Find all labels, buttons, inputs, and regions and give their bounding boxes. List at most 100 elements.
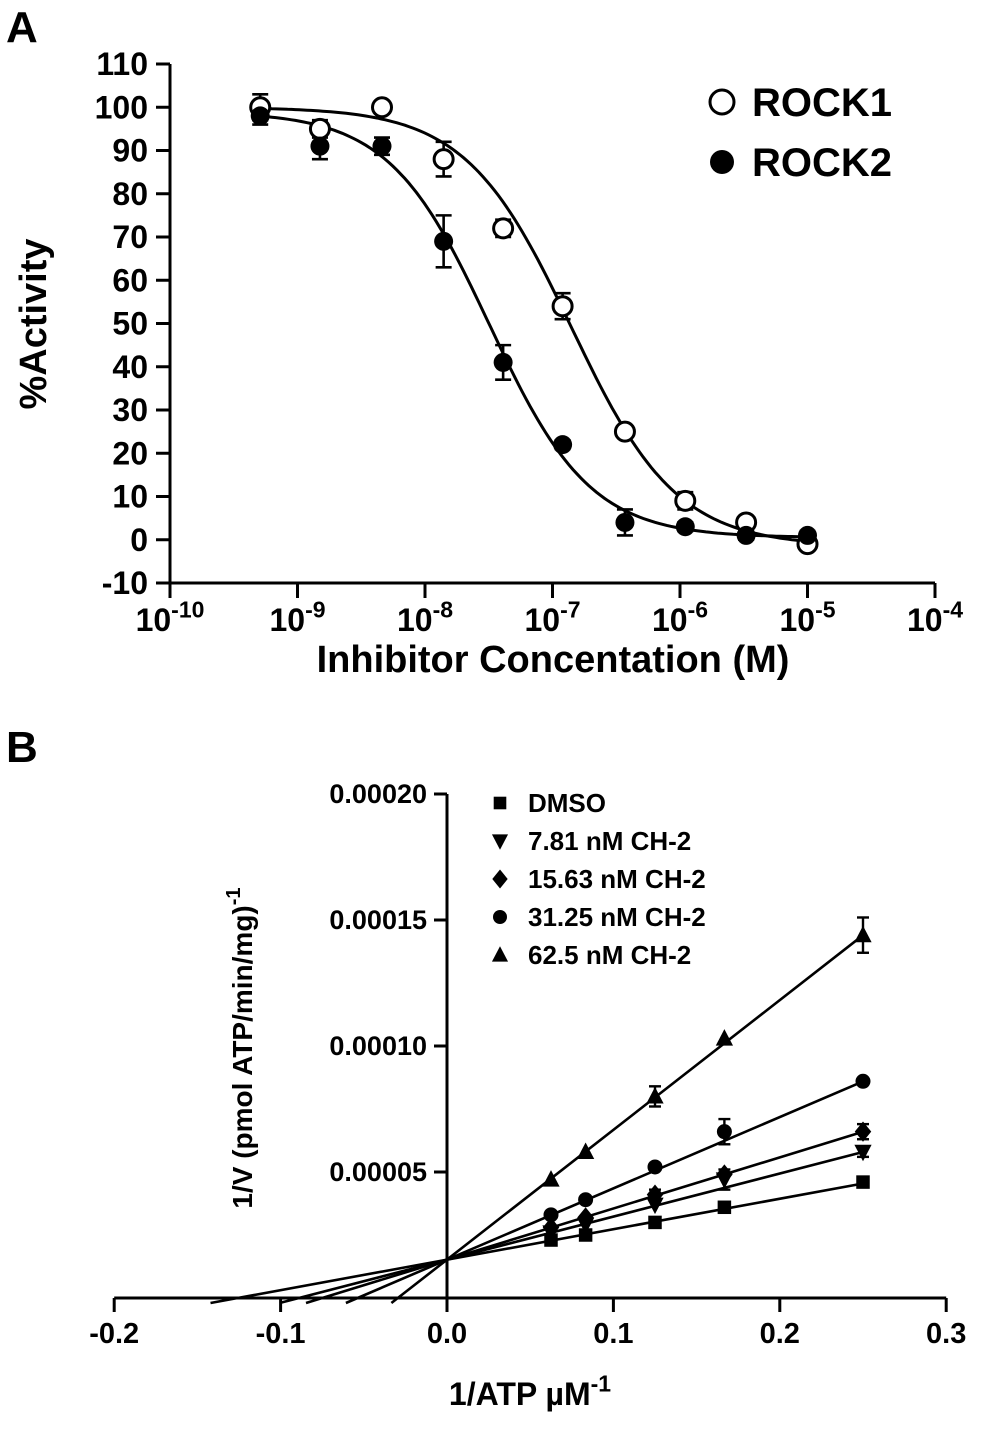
svg-text:-10: -10 <box>102 565 148 601</box>
svg-text:90: 90 <box>112 133 148 169</box>
svg-text:%Activity: %Activity <box>13 238 55 409</box>
open-circle-marker <box>708 88 736 116</box>
svg-text:15.63 nM CH-2: 15.63 nM CH-2 <box>528 864 706 894</box>
triangle-up-marker <box>542 1170 560 1187</box>
panel-a-label: A <box>6 3 38 52</box>
svg-text:100: 100 <box>95 89 148 125</box>
svg-text:40: 40 <box>112 349 148 385</box>
filled-circle-marker <box>434 231 454 251</box>
filled-circle-marker <box>578 1192 594 1208</box>
filled-circle-marker <box>855 1073 871 1089</box>
filled-circle-marker <box>615 512 635 532</box>
triangle-up-marker <box>854 925 872 943</box>
svg-text:62.5 nM CH-2: 62.5 nM CH-2 <box>528 940 691 970</box>
filled-circle-marker <box>675 517 695 537</box>
filled-circle-marker <box>310 136 330 156</box>
svg-text:31.25 nM CH-2: 31.25 nM CH-2 <box>528 902 706 932</box>
filled-circle-marker <box>716 1124 732 1140</box>
filled-square-marker <box>493 796 507 810</box>
svg-text:60: 60 <box>112 262 148 298</box>
triangle-down-marker <box>646 1197 664 1215</box>
axes-a: -10 0 10 20 30 40 50 60 70 80 90 100 110 10-10 10-9 10-… <box>95 46 964 638</box>
filled-circle-marker <box>736 525 756 545</box>
legend-b: DMSO 7.81 nM CH-2 15.63 nM CH-2 31.25 nM CH… <box>491 788 706 970</box>
filled-circle-marker <box>372 136 392 156</box>
svg-text:-0.1: -0.1 <box>256 1318 306 1350</box>
axis-titles-a: Inhibitor Concentation (M) %Activity <box>13 238 789 681</box>
svg-text:10-8: 10-8 <box>397 597 453 638</box>
svg-text:10-5: 10-5 <box>779 597 835 638</box>
svg-text:7.81 nM CH-2: 7.81 nM CH-2 <box>528 826 691 856</box>
svg-text:ROCK2: ROCK2 <box>752 141 892 185</box>
diamond-marker <box>646 1184 664 1205</box>
svg-text:Inhibitor Concentation (M): Inhibitor Concentation (M) <box>317 639 790 681</box>
svg-text:80: 80 <box>112 176 148 212</box>
svg-text:0.0: 0.0 <box>427 1318 467 1350</box>
svg-text:10-6: 10-6 <box>652 597 708 638</box>
filled-square-marker <box>856 1175 870 1189</box>
filled-square-marker <box>648 1215 662 1230</box>
triangle-down-marker <box>491 834 509 850</box>
filled-circle-marker <box>553 435 573 455</box>
axes-b: 0.00005 0.00010 0.00015 0.00020 -0.2 -0.1 0.0 0… <box>89 779 966 1350</box>
axis-titles-b: 1/ATP µM-1 1/V (pmol ATP/min/mg)-1 <box>223 887 611 1412</box>
filled-square-marker <box>578 1228 593 1242</box>
triangle-down-marker <box>854 1144 872 1162</box>
svg-text:0.2: 0.2 <box>760 1318 800 1350</box>
filled-circle-marker <box>250 106 270 126</box>
filled-circle-marker <box>543 1207 559 1223</box>
svg-text:1/V (pmol ATP/min/mg)-1: 1/V (pmol ATP/min/mg)-1 <box>223 887 258 1208</box>
filled-square-marker <box>717 1200 732 1215</box>
open-circle-marker <box>613 420 636 443</box>
filled-circle-marker <box>493 910 507 924</box>
svg-text:-0.2: -0.2 <box>89 1318 139 1350</box>
svg-text:50: 50 <box>112 306 148 342</box>
open-circle-marker <box>432 148 455 171</box>
fit-curve <box>260 107 808 543</box>
fit-line <box>390 934 864 1305</box>
svg-text:70: 70 <box>112 219 148 255</box>
svg-text:0.00020: 0.00020 <box>329 779 427 809</box>
filled-circle-marker <box>710 150 734 174</box>
filled-circle-marker <box>493 352 513 372</box>
legend-a: ROCK1 ROCK2 <box>708 81 892 185</box>
diamond-marker <box>542 1217 560 1238</box>
svg-text:ROCK1: ROCK1 <box>752 81 892 125</box>
svg-text:1/ATP µM-1: 1/ATP µM-1 <box>449 1371 611 1412</box>
svg-text:10-7: 10-7 <box>524 597 580 638</box>
series-b <box>210 916 872 1305</box>
svg-text:10-9: 10-9 <box>269 597 325 638</box>
open-circle-marker <box>492 217 515 240</box>
filled-circle-marker <box>647 1159 663 1175</box>
dose-response-chart: -10 0 10 20 30 40 50 60 70 80 90 100 110 10-10 10-9 10-… <box>13 46 964 681</box>
diamond-marker <box>716 1164 733 1185</box>
fit-line <box>279 1150 864 1305</box>
svg-text:0.1: 0.1 <box>593 1318 633 1350</box>
diamond-marker <box>577 1207 594 1228</box>
filled-circle-marker <box>798 525 817 545</box>
triangle-up-marker <box>491 946 509 962</box>
fit-line <box>210 1182 864 1305</box>
svg-text:0.3: 0.3 <box>926 1318 966 1350</box>
lineweaver-burk-chart: 0.00005 0.00010 0.00015 0.00020 -0.2 -0.1 0.0 0… <box>89 779 966 1412</box>
svg-text:110: 110 <box>96 46 148 82</box>
diamond-marker <box>854 1121 872 1142</box>
triangle-up-marker <box>715 1029 734 1046</box>
fit-curve <box>260 114 808 539</box>
triangle-up-marker <box>646 1087 664 1104</box>
series-a <box>249 92 819 556</box>
triangle-up-marker <box>576 1142 595 1159</box>
svg-text:0.00015: 0.00015 <box>329 905 427 935</box>
svg-text:0: 0 <box>130 522 148 558</box>
svg-text:10-4: 10-4 <box>907 597 963 638</box>
svg-text:DMSO: DMSO <box>528 788 606 818</box>
svg-text:10-10: 10-10 <box>136 597 205 638</box>
open-circle-marker <box>674 489 697 512</box>
svg-text:20: 20 <box>112 435 148 471</box>
fit-line <box>345 1080 864 1305</box>
panel-b-label: B <box>6 723 38 772</box>
svg-text:10: 10 <box>112 479 148 515</box>
open-circle-marker <box>371 96 394 119</box>
svg-text:0.00010: 0.00010 <box>329 1031 427 1061</box>
svg-text:0.00005: 0.00005 <box>329 1157 427 1187</box>
